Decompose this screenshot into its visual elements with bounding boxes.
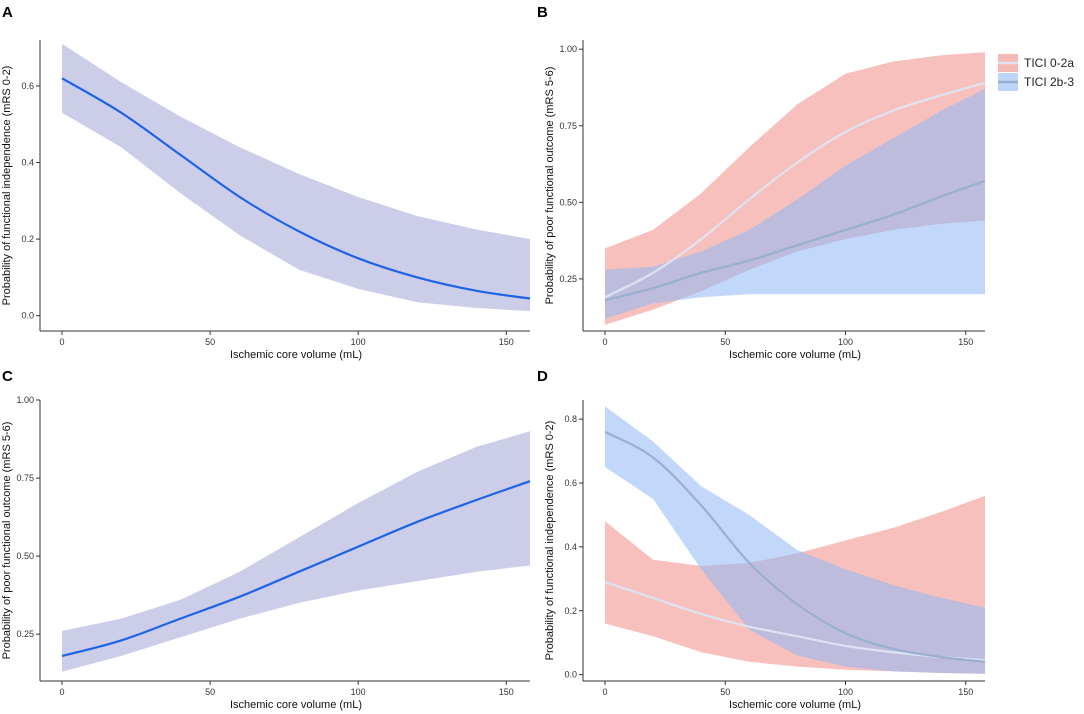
panel-b-x-tick-label: 0 (602, 337, 607, 347)
panel-a-ticks: 0 50 100 150 0.0 0.2 0.4 0.6 (21, 81, 513, 347)
panel-c-x-tick-label: 50 (205, 687, 215, 697)
panel-a-x-tick-label: 150 (499, 337, 514, 347)
panel-d-y-tick-label: 0.4 (564, 542, 577, 552)
panel-c-y-tick-label: 0.75 (16, 473, 34, 483)
panel-a-x-tick-label: 50 (205, 337, 215, 347)
panel-b-x-tick-label: 100 (838, 337, 853, 347)
panel-c-line-overall (61, 480, 531, 658)
panel-c-y-tick-label: 0.25 (16, 629, 34, 639)
panel-a-y-tick-label: 0.6 (21, 81, 34, 91)
panel-d-x-tick-label: 150 (958, 687, 973, 697)
panel-c-ticks: 0 50 100 150 0.25 0.50 0.75 1.00 (16, 395, 513, 697)
panel-b-y-tick-label: 0.75 (559, 121, 577, 131)
panel-d-ci-band-tici-2b-3 (605, 406, 985, 674)
panel-b-x-tick-label: 150 (958, 337, 973, 347)
panel-a-x-tick-label: 0 (59, 337, 64, 347)
panel-b: B 0 50 100 150 0.25 0.50 0.75 1.00 Ischemic cor… (537, 4, 986, 361)
panel-c-y-axis-title: Probability of poor functional outcome (… (1, 422, 13, 660)
panel-b-y-axis-title: Probability of poor functional outcome (… (544, 67, 556, 305)
panel-a-y-tick-label: 0.4 (21, 158, 34, 168)
panel-c-lines (61, 480, 531, 658)
panel-letter-d: D (537, 368, 548, 385)
panel-c-ci-band-overall (62, 431, 530, 672)
legend-label-tici-0-2a: TICI 0-2a (1024, 56, 1074, 70)
panel-c-x-tick-label: 100 (351, 687, 366, 697)
panel-d: D 0 50 100 150 0.0 0.2 0.4 0.6 0.8 Ischemic core… (537, 368, 986, 711)
legend: TICI 0-2a TICI 2b-3 (998, 54, 1074, 91)
panel-b-bands (605, 52, 985, 325)
panel-b-y-tick-label: 1.00 (559, 44, 577, 54)
panel-d-x-tick-label: 100 (838, 687, 853, 697)
panel-a-line-overall (61, 77, 531, 300)
panel-d-y-tick-label: 0.0 (564, 670, 577, 680)
panel-a-y-axis-title: Probability of functional independence (… (1, 66, 13, 306)
panel-d-lines (604, 430, 986, 663)
panel-a: A 0 50 100 150 0.0 0.2 0.4 0.6 Ischemic core vo… (1, 4, 531, 361)
panel-d-y-tick-label: 0.6 (564, 478, 577, 488)
panel-b-lines (604, 81, 986, 302)
panel-b-x-tick-label: 50 (720, 337, 730, 347)
panel-d-y-tick-label: 0.8 (564, 414, 577, 424)
panel-b-x-axis-title: Ischemic core volume (mL) (729, 349, 861, 361)
panel-a-ci-band-overall (62, 43, 530, 312)
panel-b-line-tici-0-2a (604, 81, 986, 299)
panel-c: C 0 50 100 150 0.25 0.50 0.75 1.00 Ischemic cor… (1, 368, 531, 711)
panel-b-y-tick-label: 0.25 (559, 274, 577, 284)
panel-b-line-tici-2b-3 (604, 179, 986, 302)
panel-d-line-tici-2b-3 (604, 430, 986, 663)
panel-letter-c: C (2, 368, 13, 385)
panel-a-lines (61, 77, 531, 300)
panel-a-y-tick-label: 0.2 (21, 234, 34, 244)
panel-c-y-tick-label: 0.50 (16, 551, 34, 561)
panel-d-y-tick-label: 0.2 (564, 606, 577, 616)
panel-a-bands (62, 43, 530, 312)
panel-c-x-tick-label: 150 (499, 687, 514, 697)
panel-a-x-axis-title: Ischemic core volume (mL) (230, 349, 362, 361)
panel-d-x-axis-title: Ischemic core volume (mL) (729, 699, 861, 711)
panel-b-ticks: 0 50 100 150 0.25 0.50 0.75 1.00 (559, 44, 973, 347)
panel-letter-b: B (537, 4, 548, 21)
panel-d-x-tick-label: 50 (720, 687, 730, 697)
panel-b-ci-band-tici-2b-3 (605, 89, 985, 319)
legend-label-tici-2b-3: TICI 2b-3 (1024, 75, 1074, 89)
panel-b-y-tick-label: 0.50 (559, 197, 577, 207)
panel-c-y-tick-label: 1.00 (16, 395, 34, 405)
panel-c-bands (62, 431, 530, 672)
panel-c-x-axis-title: Ischemic core volume (mL) (230, 699, 362, 711)
panel-d-ticks: 0 50 100 150 0.0 0.2 0.4 0.6 0.8 (564, 414, 973, 697)
panel-a-x-tick-label: 100 (351, 337, 366, 347)
panel-d-x-tick-label: 0 (602, 687, 607, 697)
panel-letter-a: A (2, 4, 13, 21)
panel-d-y-axis-title: Probability of functional independence (… (544, 421, 556, 661)
panel-a-y-tick-label: 0.0 (21, 311, 34, 321)
panel-c-x-tick-label: 0 (59, 687, 64, 697)
panel-d-bands (605, 406, 985, 674)
